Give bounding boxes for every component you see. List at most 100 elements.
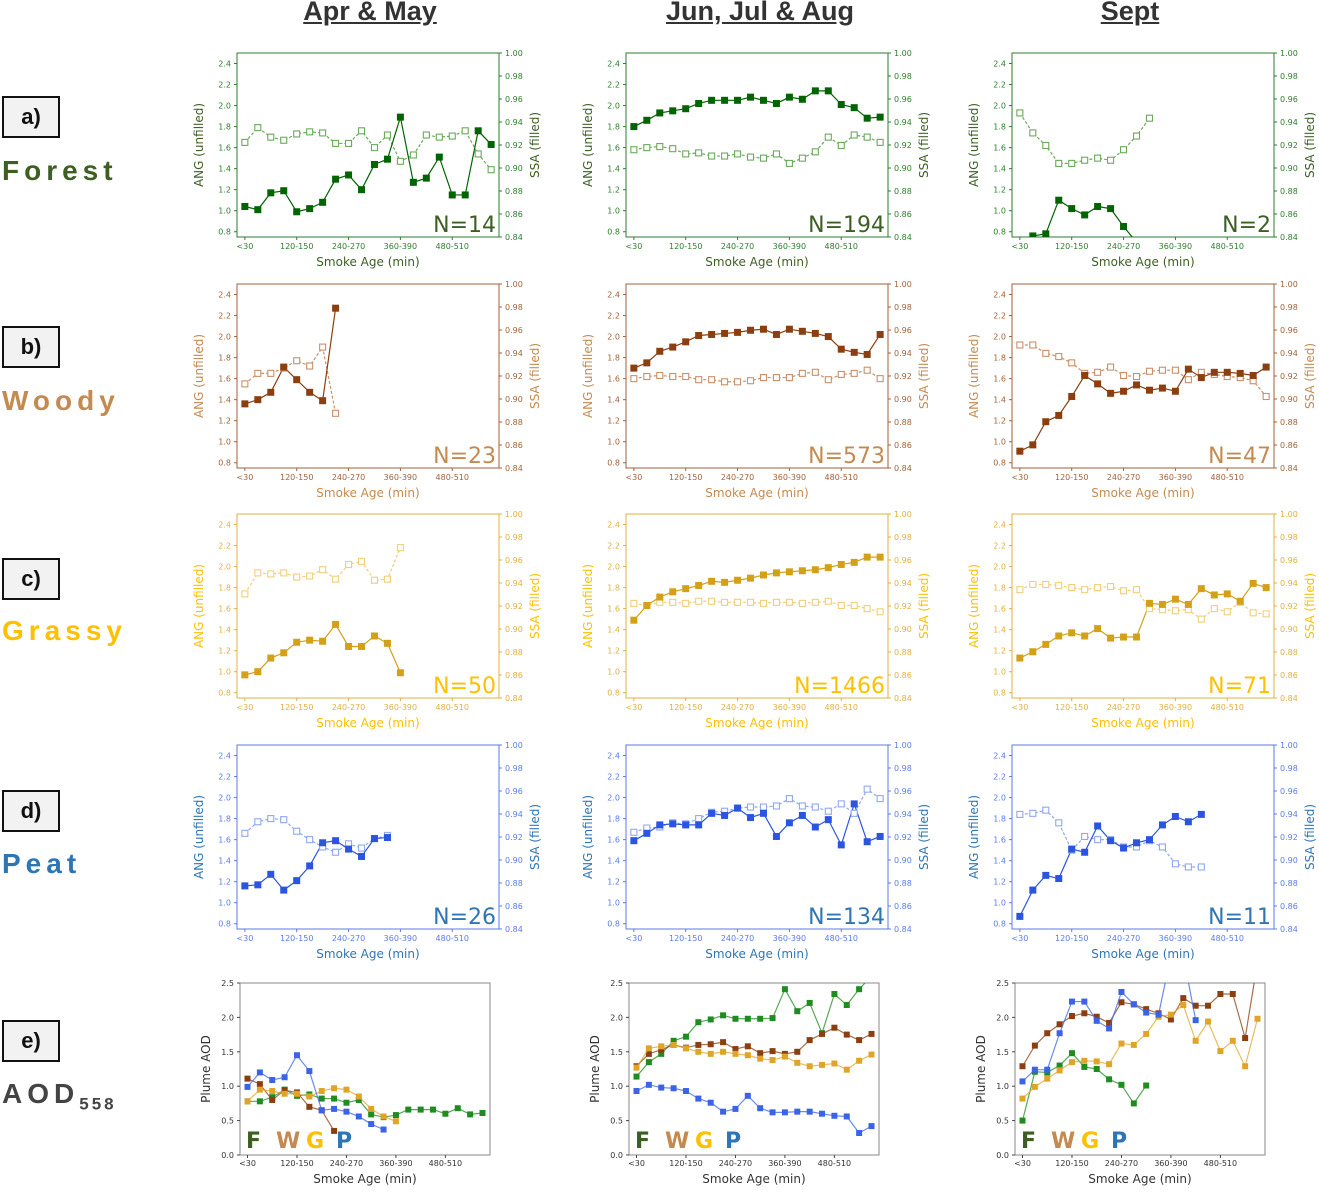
x-tick-label: <30 bbox=[1011, 934, 1028, 943]
plot-area: 0.8 1.0 1.2 1.4 1.6 1.8 2.0 2.2 2.4 0.84 0.86 0.88 0… bbox=[192, 280, 542, 500]
ssa-filled-marker bbox=[1210, 591, 1218, 599]
y-left-tick-label: 1.0 bbox=[607, 207, 620, 216]
y-left-tick-label: 1.4 bbox=[607, 396, 620, 405]
aod-marker-forest bbox=[781, 986, 788, 993]
y-left-tick-label: 1.6 bbox=[993, 836, 1006, 845]
aod-marker-peat bbox=[1143, 1009, 1150, 1016]
plot-area: 0.8 1.0 1.2 1.4 1.6 1.8 2.0 2.2 2.4 0.84 0.86 0.88 0… bbox=[581, 741, 931, 961]
ssa-filled-marker bbox=[345, 642, 353, 650]
y-left-tick-label: 0.8 bbox=[993, 689, 1006, 698]
x-tick-label: 240-270 bbox=[721, 473, 754, 482]
y-left-tick-label: 1.4 bbox=[607, 857, 620, 866]
plot-frame bbox=[1011, 744, 1275, 930]
ang-unfilled-marker bbox=[1145, 367, 1154, 375]
aod-marker-grassy bbox=[1254, 1015, 1261, 1022]
y-left-tick-label: 2.0 bbox=[993, 563, 1006, 572]
ang-unfilled-marker bbox=[1223, 608, 1231, 616]
aod-marker-peat bbox=[744, 1092, 751, 1099]
aod-marker-woody bbox=[1044, 1030, 1051, 1037]
ssa-filled-marker bbox=[332, 837, 340, 845]
plot-area: 0.8 1.0 1.2 1.4 1.6 1.8 2.0 2.2 2.4 0.84 0.86 0.88 0… bbox=[967, 280, 1317, 500]
x-tick-label: 120-150 bbox=[280, 242, 313, 251]
ssa-filled-marker bbox=[319, 839, 327, 847]
y-right-tick-label: 0.98 bbox=[1280, 533, 1298, 542]
ang-unfilled-marker bbox=[1158, 843, 1166, 851]
ang-unfilled-marker bbox=[759, 154, 768, 162]
plot-area: 0.8 1.0 1.2 1.4 1.6 1.8 2.0 2.2 2.4 0.84 0.86 0.88 0… bbox=[192, 741, 542, 961]
x-tick-label: 360-390 bbox=[773, 703, 806, 712]
ang-unfilled-marker bbox=[1042, 580, 1050, 588]
y-right-tick-label: 0.96 bbox=[1280, 326, 1298, 335]
y-right-tick-label: 0.92 bbox=[505, 602, 523, 611]
ssa-filled-marker bbox=[383, 639, 391, 647]
y-right-tick-label: 0.84 bbox=[894, 233, 912, 242]
ang-unfilled-marker bbox=[1042, 349, 1050, 357]
y-right-tick-label: 0.86 bbox=[894, 902, 912, 911]
ssa-filled-marker bbox=[370, 160, 378, 168]
y-right-tick-label: 0.84 bbox=[505, 925, 523, 934]
ssa-filled-marker bbox=[747, 574, 755, 582]
y-left-tick-label: 2.0 bbox=[218, 102, 231, 111]
aod-marker-forest bbox=[1068, 1050, 1075, 1057]
y-left-tick-label: 2.0 bbox=[993, 102, 1006, 111]
x-tick-label: 240-270 bbox=[330, 1159, 363, 1168]
x-tick-label: 120-150 bbox=[669, 1159, 702, 1168]
aod-marker-grassy bbox=[781, 1053, 788, 1060]
y-right-tick-label: 0.86 bbox=[894, 441, 912, 450]
x-tick-label: 360-390 bbox=[384, 473, 417, 482]
aod-marker-forest bbox=[405, 1106, 412, 1113]
ang-ssa-panel-r0-c1: 0.8 1.0 1.2 1.4 1.6 1.8 2.0 2.2 2.4 0.84 0.86 0.88 0… bbox=[581, 49, 931, 269]
y-right-tick-label: 1.00 bbox=[894, 49, 912, 58]
aod-marker-grassy bbox=[806, 1063, 813, 1070]
aod-marker-forest bbox=[670, 1037, 677, 1044]
y-tick-label: 2.0 bbox=[996, 1013, 1009, 1022]
sample-count-label: N=1466 bbox=[794, 674, 885, 699]
y-right-tick-label: 0.96 bbox=[505, 326, 523, 335]
aod-marker-peat bbox=[1155, 1011, 1162, 1018]
y-tick-label: 1.5 bbox=[996, 1048, 1009, 1057]
ang-unfilled-marker bbox=[357, 127, 366, 135]
y-right-tick-label: 0.84 bbox=[1280, 464, 1298, 473]
ang-unfilled-marker bbox=[1081, 832, 1089, 841]
ssa-filled-marker bbox=[1158, 821, 1166, 829]
ang-unfilled-marker bbox=[1171, 366, 1179, 374]
y-left-tick-label: 1.0 bbox=[607, 668, 620, 677]
y-left-tick-label: 2.2 bbox=[993, 81, 1006, 90]
y-right-tick-label: 0.92 bbox=[1280, 141, 1298, 150]
ang-unfilled-marker bbox=[824, 807, 832, 815]
y-right-tick-label: 0.86 bbox=[1280, 441, 1298, 450]
plot-area: 0.0 0.5 1.0 1.5 2.0 2.5 <30 120-150 240-270 360-3… bbox=[588, 979, 880, 1186]
aod-marker-peat bbox=[1106, 1025, 1113, 1032]
aod-marker-woody bbox=[1217, 991, 1224, 998]
y-right-tick-label: 0.86 bbox=[505, 671, 523, 680]
ssa-filled-marker bbox=[293, 376, 301, 384]
ssa-filled-marker bbox=[876, 832, 884, 840]
series-layer bbox=[241, 815, 391, 894]
y-right-axis-label: SSA (filled) bbox=[528, 112, 542, 178]
y-left-axis-label: ANG (unfilled) bbox=[581, 103, 595, 187]
ssa-filled-marker bbox=[1184, 818, 1192, 826]
y-right-tick-label: 0.86 bbox=[505, 902, 523, 911]
y-left-tick-label: 2.0 bbox=[218, 333, 231, 342]
aod-marker-woody bbox=[1019, 1063, 1026, 1070]
ssa-filled-marker bbox=[643, 829, 651, 837]
y-right-tick-label: 0.98 bbox=[1280, 764, 1298, 773]
aod-marker-woody bbox=[806, 1037, 813, 1044]
ssa-filled-marker bbox=[850, 800, 858, 808]
ssa-filled-marker bbox=[306, 388, 314, 396]
y-left-axis-label: ANG (unfilled) bbox=[192, 103, 206, 187]
ang-unfilled-marker bbox=[280, 569, 288, 577]
aod-marker-grassy bbox=[1143, 1030, 1150, 1037]
ang-unfilled-marker bbox=[1068, 584, 1076, 592]
y-right-tick-label: 0.84 bbox=[505, 694, 523, 703]
ang-unfilled-marker bbox=[1016, 586, 1024, 594]
ssa-filled-marker bbox=[656, 593, 664, 601]
y-left-tick-label: 1.0 bbox=[218, 438, 231, 447]
aod-marker-peat bbox=[819, 1110, 826, 1117]
ang-unfilled-marker bbox=[824, 376, 832, 384]
y-right-tick-label: 0.94 bbox=[1280, 349, 1298, 358]
y-left-tick-label: 1.8 bbox=[607, 354, 620, 363]
y-left-tick-label: 1.8 bbox=[607, 123, 620, 132]
ssa-filled-marker bbox=[1158, 600, 1166, 608]
ssa-filled-marker bbox=[254, 396, 262, 404]
